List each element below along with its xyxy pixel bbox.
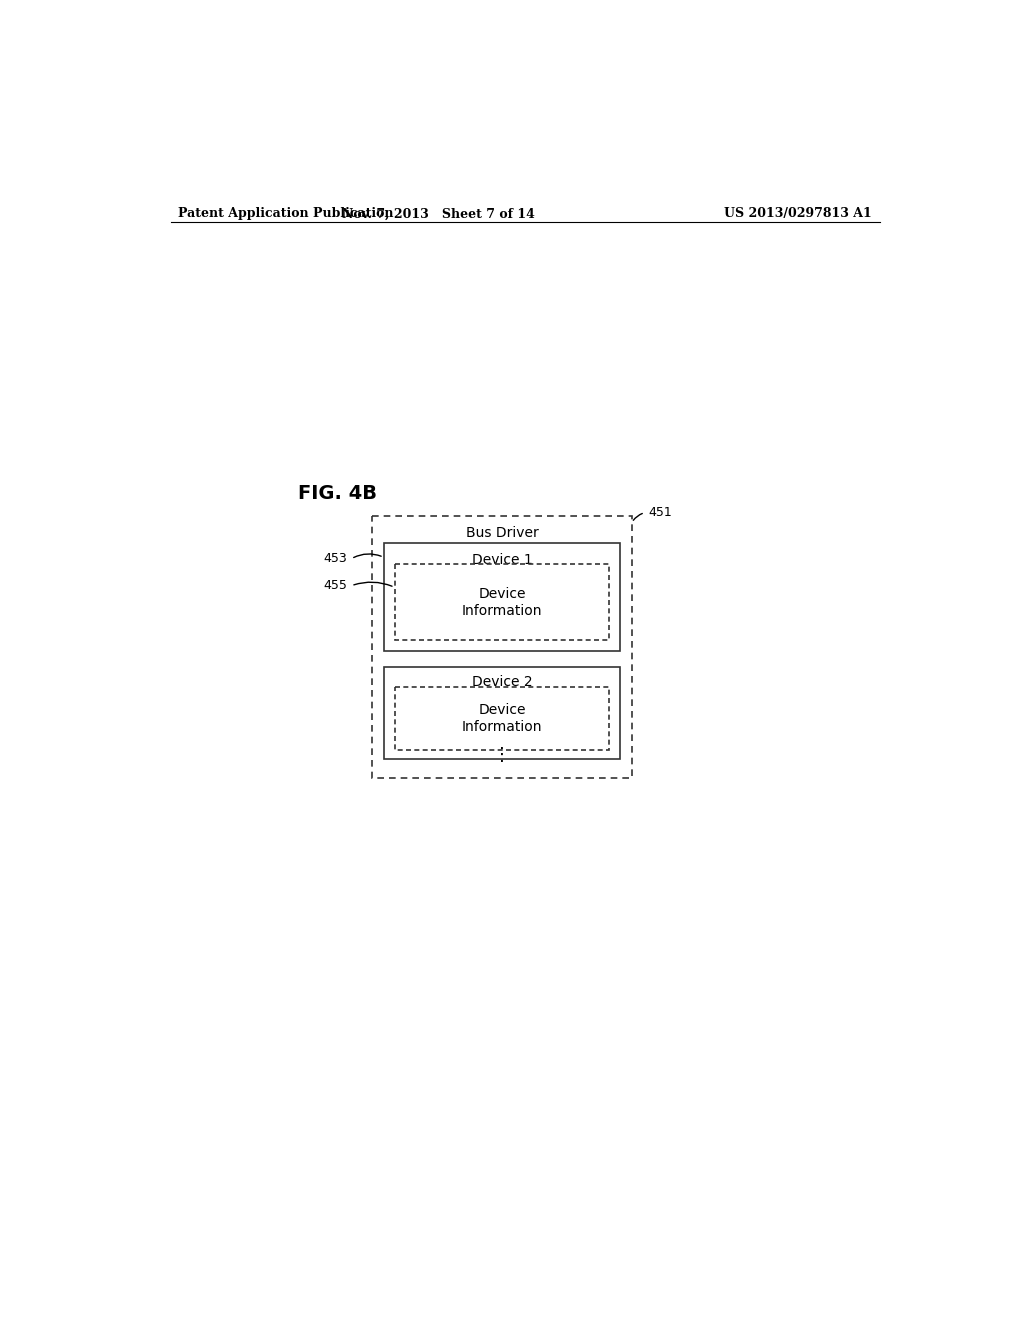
Text: FIG. 4B: FIG. 4B bbox=[299, 484, 378, 503]
Text: ⋮: ⋮ bbox=[493, 746, 511, 764]
Bar bbox=[384, 667, 621, 759]
Text: US 2013/0297813 A1: US 2013/0297813 A1 bbox=[724, 207, 872, 220]
Text: Nov. 7, 2013   Sheet 7 of 14: Nov. 7, 2013 Sheet 7 of 14 bbox=[342, 207, 535, 220]
Bar bbox=[394, 686, 609, 750]
Text: Patent Application Publication: Patent Application Publication bbox=[178, 207, 394, 220]
Text: 453: 453 bbox=[324, 552, 347, 565]
Text: 451: 451 bbox=[649, 506, 673, 519]
Text: Information: Information bbox=[462, 721, 542, 734]
Text: Information: Information bbox=[462, 605, 542, 618]
Text: 455: 455 bbox=[324, 579, 347, 593]
Text: Device: Device bbox=[478, 587, 525, 601]
Text: Device 1: Device 1 bbox=[472, 553, 532, 568]
Bar bbox=[394, 564, 609, 640]
Text: Bus Driver: Bus Driver bbox=[466, 527, 539, 540]
Bar bbox=[372, 516, 632, 779]
Text: Device: Device bbox=[478, 704, 525, 718]
Text: Device 2: Device 2 bbox=[472, 675, 532, 689]
Bar bbox=[384, 544, 621, 651]
